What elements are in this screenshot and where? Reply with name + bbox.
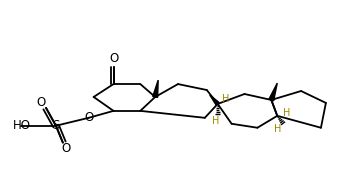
Text: H: H bbox=[274, 124, 281, 134]
Text: H: H bbox=[222, 94, 229, 104]
Polygon shape bbox=[210, 95, 219, 105]
Text: H: H bbox=[212, 116, 219, 126]
Polygon shape bbox=[153, 80, 158, 97]
Text: O: O bbox=[36, 96, 46, 109]
Text: O: O bbox=[61, 142, 71, 155]
Text: O: O bbox=[84, 111, 93, 124]
Polygon shape bbox=[269, 83, 277, 101]
Text: H: H bbox=[283, 108, 290, 118]
Text: O: O bbox=[109, 52, 118, 65]
Text: HO: HO bbox=[13, 119, 31, 132]
Text: S: S bbox=[52, 119, 60, 132]
